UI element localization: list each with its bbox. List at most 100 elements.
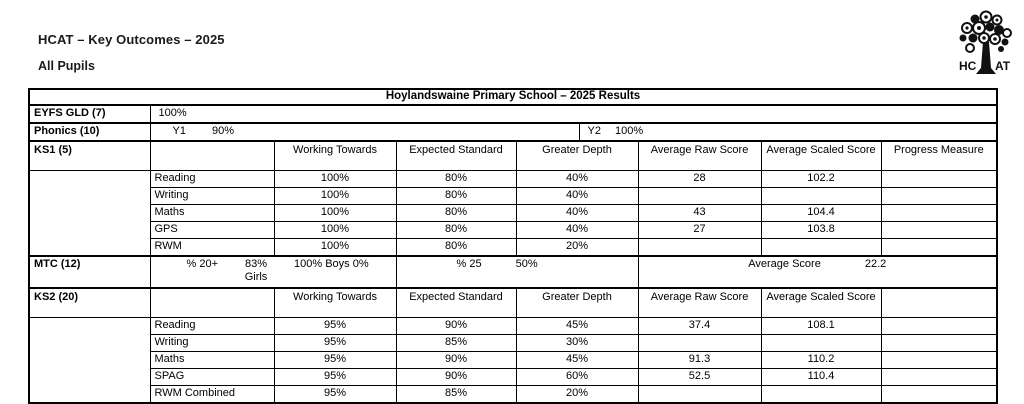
- value-cell: 95%: [273, 368, 397, 386]
- value-cell: 100%: [273, 221, 397, 239]
- table-row: KS1 (5) Working Towards Expected Standar…: [28, 140, 998, 171]
- table-row: Hoylandswaine Primary School – 2025 Resu…: [28, 88, 998, 106]
- value-cell: 52.5: [637, 368, 762, 386]
- empty-cell: [149, 287, 275, 318]
- subject-cell: Maths: [149, 204, 275, 222]
- value-cell: Average Score 22.2: [637, 255, 998, 289]
- empty-cell: [149, 140, 275, 171]
- section-label-ks2: KS2 (20): [28, 287, 151, 318]
- empty-cell: [637, 238, 762, 257]
- empty-cell: [880, 204, 998, 222]
- table-row: GPS 100% 80% 40% 27 103.8: [29, 221, 998, 239]
- value-cell: Y1 90%: [149, 122, 580, 142]
- value-cell: 100%: [273, 204, 397, 222]
- value-cell: 80%: [395, 238, 517, 257]
- subject-cell: Reading: [149, 170, 275, 188]
- table-row: Maths 100% 80% 40% 43 104.4: [29, 204, 998, 222]
- hcat-logo: HC AT: [950, 6, 1022, 82]
- empty-cell: [880, 351, 998, 369]
- empty-cell: [760, 385, 882, 404]
- empty-cell: [880, 238, 998, 257]
- value-cell: 104.4: [760, 204, 882, 222]
- section-label-eyfs: EYFS GLD (7): [28, 104, 151, 124]
- column-header: Working Towards: [273, 140, 397, 171]
- empty-cell: [880, 187, 998, 205]
- empty-cell: [28, 170, 151, 257]
- tree-logo-icon: HC AT: [959, 10, 1012, 74]
- subject-cell: Writing: [149, 187, 275, 205]
- table-row: KS2 (20) Working Towards Expected Standa…: [28, 287, 998, 318]
- logo-text-hc: HC: [959, 59, 977, 73]
- value-cell: 103.8: [760, 221, 882, 239]
- value-cell: 45%: [515, 317, 639, 335]
- page-title: HCAT – Key Outcomes – 2025: [38, 32, 225, 47]
- value-cell: 40%: [515, 221, 639, 239]
- table-row: EYFS GLD (7) 100%: [28, 104, 998, 124]
- column-header: Expected Standard: [395, 140, 517, 171]
- subject-cell: Maths: [149, 351, 275, 369]
- value-cell: 80%: [395, 170, 517, 188]
- table-row: Reading 95% 90% 45% 37.4 108.1: [28, 317, 998, 404]
- subject-cell: GPS: [149, 221, 275, 239]
- value-cell: 91.3: [637, 351, 762, 369]
- table-row: Maths 95% 90% 45% 91.3 110.2: [29, 351, 998, 369]
- table-row: MTC (12) % 20+ 83% Girls 100% Boys 0% % …: [28, 255, 998, 289]
- value-cell: 95%: [273, 385, 397, 404]
- empty-cell: [760, 334, 882, 352]
- value-cell: 43: [637, 204, 762, 222]
- value-cell: 27: [637, 221, 762, 239]
- column-header: Expected Standard: [395, 287, 517, 318]
- empty-cell: [880, 287, 998, 318]
- value-cell: 40%: [515, 204, 639, 222]
- table-row: Writing 100% 80% 40%: [29, 187, 998, 205]
- value-cell: 40%: [515, 187, 639, 205]
- empty-cell: [28, 317, 151, 404]
- table-row: RWM 100% 80% 20%: [29, 238, 998, 257]
- column-header: Average Scaled Score: [760, 287, 882, 318]
- section-label-mtc: MTC (12): [28, 255, 151, 289]
- empty-cell: [637, 187, 762, 205]
- column-header: Greater Depth: [515, 140, 639, 171]
- section-label-phonics: Phonics (10): [28, 122, 151, 142]
- value-cell: 100%: [273, 187, 397, 205]
- value-cell: % 20+ 83% Girls 100% Boys 0%: [149, 255, 397, 289]
- value-cell: 28: [637, 170, 762, 188]
- subject-cell: RWM Combined: [149, 385, 275, 404]
- value-cell: 95%: [273, 334, 397, 352]
- empty-cell: [880, 385, 998, 404]
- value-cell: 37.4: [637, 317, 762, 335]
- column-header: Average Raw Score: [637, 140, 762, 171]
- value-cell: 100%: [149, 104, 998, 124]
- results-table: Hoylandswaine Primary School – 2025 Resu…: [28, 88, 999, 404]
- table-row: Reading 100% 80% 40% 28 102.2: [28, 170, 998, 257]
- value-cell: 95%: [273, 317, 397, 335]
- subject-cell: SPAG: [149, 368, 275, 386]
- value-cell: 40%: [515, 170, 639, 188]
- value-cell: 100%: [273, 170, 397, 188]
- value-cell: 20%: [515, 238, 639, 257]
- value-cell: 102.2: [760, 170, 882, 188]
- table-row: RWM Combined 95% 85% 20%: [29, 385, 998, 404]
- value-cell: 60%: [515, 368, 639, 386]
- value-cell: 80%: [395, 187, 517, 205]
- value-cell: 110.4: [760, 368, 882, 386]
- empty-cell: [880, 317, 998, 335]
- empty-cell: [880, 368, 998, 386]
- value-cell: 95%: [273, 351, 397, 369]
- value-cell: Y2 100%: [578, 122, 998, 142]
- empty-cell: [760, 238, 882, 257]
- empty-cell: [880, 170, 998, 188]
- value-cell: 80%: [395, 204, 517, 222]
- column-header: Average Raw Score: [637, 287, 762, 318]
- table-row: SPAG 95% 90% 60% 52.5 110.4: [29, 368, 998, 386]
- value-cell: 85%: [395, 385, 517, 404]
- value-cell: 85%: [395, 334, 517, 352]
- value-cell: 110.2: [760, 351, 882, 369]
- table-title: Hoylandswaine Primary School – 2025 Resu…: [28, 88, 998, 106]
- column-header: Working Towards: [273, 287, 397, 318]
- value-cell: % 25 50%: [395, 255, 639, 289]
- value-cell: 90%: [395, 317, 517, 335]
- value-cell: 80%: [395, 221, 517, 239]
- column-header: Progress Measure: [880, 140, 998, 171]
- section-label-ks1: KS1 (5): [28, 140, 151, 171]
